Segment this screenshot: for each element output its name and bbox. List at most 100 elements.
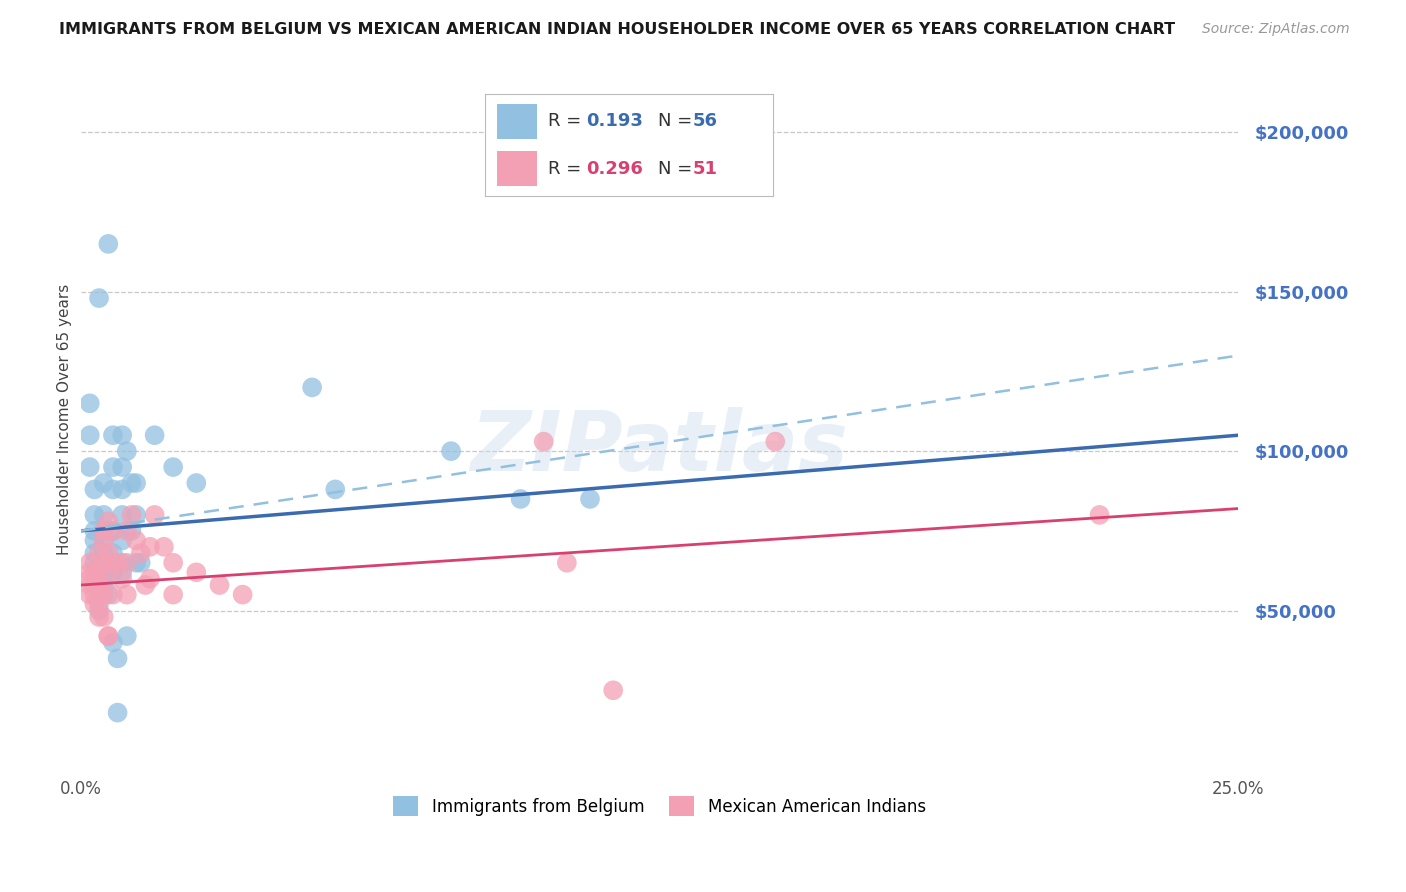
Point [111, 572, 134, 586]
Point [125, 533, 148, 548]
Point [115, 588, 138, 602]
Point [87, 578, 110, 592]
Point [93, 578, 115, 592]
Point [1088, 508, 1111, 522]
Point [83, 588, 105, 602]
Point [101, 460, 124, 475]
Text: R =: R = [548, 160, 588, 178]
Point [87, 578, 110, 592]
Point [602, 683, 624, 698]
Point [93, 556, 115, 570]
Point [111, 508, 134, 522]
Point [323, 483, 346, 497]
Point [101, 428, 124, 442]
Point [579, 491, 602, 506]
Point [186, 566, 208, 580]
Point [129, 546, 152, 560]
Point [93, 566, 115, 580]
Point [87, 566, 110, 580]
Point [125, 476, 148, 491]
Point [111, 483, 134, 497]
Point [87, 610, 110, 624]
Point [121, 508, 143, 522]
Y-axis label: Householder Income Over 65 years: Householder Income Over 65 years [58, 284, 72, 555]
Point [83, 524, 105, 538]
Point [139, 572, 162, 586]
Point [93, 524, 115, 538]
Point [83, 533, 105, 548]
Point [111, 428, 134, 442]
Point [93, 508, 115, 522]
Point [125, 556, 148, 570]
Point [79, 578, 101, 592]
Point [101, 524, 124, 538]
FancyBboxPatch shape [496, 151, 537, 186]
Point [87, 291, 110, 305]
Point [101, 556, 124, 570]
Text: N =: N = [658, 112, 697, 130]
Point [79, 460, 101, 475]
Point [115, 556, 138, 570]
Point [97, 566, 120, 580]
Point [87, 588, 110, 602]
Point [79, 556, 101, 570]
Point [125, 508, 148, 522]
Point [129, 556, 152, 570]
Point [232, 588, 254, 602]
Point [83, 556, 105, 570]
Point [121, 524, 143, 538]
Point [162, 556, 184, 570]
Point [139, 540, 162, 554]
Point [107, 556, 129, 570]
Point [79, 566, 101, 580]
Text: Source: ZipAtlas.com: Source: ZipAtlas.com [1202, 22, 1350, 37]
Point [83, 578, 105, 592]
Point [97, 514, 120, 528]
Text: 0.193: 0.193 [586, 112, 643, 130]
Point [115, 629, 138, 643]
Point [111, 460, 134, 475]
Point [115, 524, 138, 538]
Point [111, 566, 134, 580]
Point [83, 566, 105, 580]
Point [101, 546, 124, 560]
Point [97, 546, 120, 560]
Point [83, 597, 105, 611]
Point [107, 651, 129, 665]
Point [87, 597, 110, 611]
Point [301, 380, 323, 394]
Point [440, 444, 463, 458]
Point [208, 578, 231, 592]
Point [93, 524, 115, 538]
Point [143, 428, 166, 442]
Point [93, 556, 115, 570]
Point [79, 396, 101, 410]
Point [509, 491, 531, 506]
Point [93, 546, 115, 560]
Point [93, 533, 115, 548]
Point [555, 556, 578, 570]
Point [153, 540, 176, 554]
Text: IMMIGRANTS FROM BELGIUM VS MEXICAN AMERICAN INDIAN HOUSEHOLDER INCOME OVER 65 YE: IMMIGRANTS FROM BELGIUM VS MEXICAN AMERI… [59, 22, 1175, 37]
Text: 51: 51 [693, 160, 717, 178]
Point [143, 508, 166, 522]
Point [115, 444, 138, 458]
Point [93, 476, 115, 491]
Point [79, 572, 101, 586]
Point [101, 588, 124, 602]
Point [101, 524, 124, 538]
Point [97, 629, 120, 643]
Point [93, 610, 115, 624]
Point [111, 556, 134, 570]
Point [533, 434, 555, 449]
Point [107, 706, 129, 720]
Point [97, 588, 120, 602]
Point [162, 460, 184, 475]
Point [186, 476, 208, 491]
Point [134, 578, 156, 592]
Point [93, 588, 115, 602]
Text: ZIPatlas: ZIPatlas [471, 407, 848, 488]
Text: 0.296: 0.296 [586, 160, 643, 178]
Point [87, 546, 110, 560]
Text: N =: N = [658, 160, 697, 178]
